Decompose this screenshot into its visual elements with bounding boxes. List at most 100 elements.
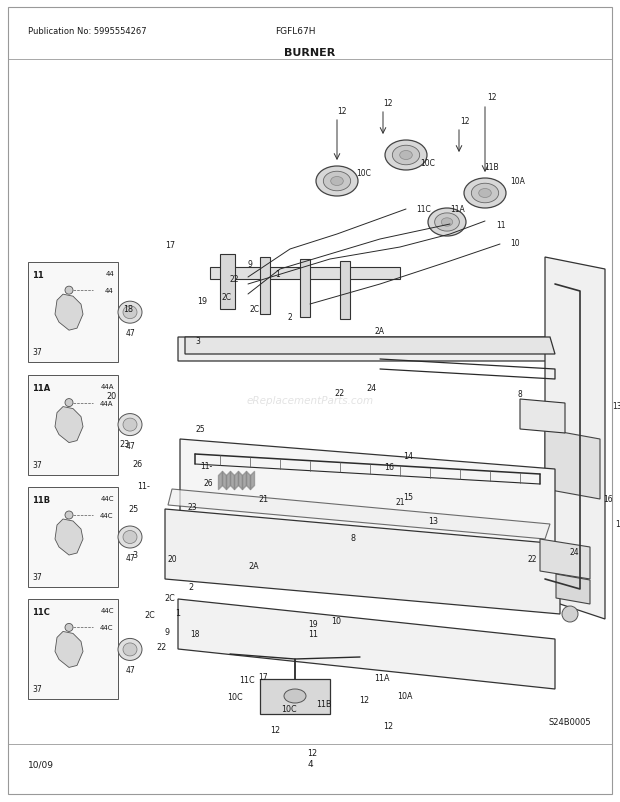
Text: 12: 12 — [460, 117, 469, 127]
Bar — [28, 375, 118, 475]
Polygon shape — [340, 261, 350, 320]
Text: 8: 8 — [518, 390, 523, 399]
Text: 37: 37 — [32, 685, 42, 694]
Ellipse shape — [479, 189, 491, 198]
Ellipse shape — [385, 141, 427, 171]
Text: 10A: 10A — [510, 177, 525, 186]
Polygon shape — [220, 255, 235, 310]
Text: 44C: 44C — [100, 608, 114, 614]
Text: 23: 23 — [188, 503, 198, 512]
Ellipse shape — [400, 152, 412, 160]
Ellipse shape — [123, 306, 137, 319]
Text: 20: 20 — [107, 391, 117, 401]
Text: 21: 21 — [396, 498, 405, 507]
Ellipse shape — [435, 213, 459, 232]
Text: 24: 24 — [570, 548, 580, 557]
Text: 11-: 11- — [200, 462, 212, 471]
Text: S24B0005: S24B0005 — [549, 718, 591, 727]
Text: 25: 25 — [195, 425, 205, 434]
Ellipse shape — [428, 209, 466, 237]
Ellipse shape — [118, 414, 142, 436]
Text: 9: 9 — [165, 627, 170, 637]
Text: 25: 25 — [128, 504, 139, 513]
Text: 44C: 44C — [99, 512, 113, 518]
Text: 44A: 44A — [100, 383, 114, 389]
Polygon shape — [260, 679, 330, 714]
Text: 22: 22 — [334, 388, 345, 398]
Text: 14: 14 — [615, 520, 620, 529]
Polygon shape — [55, 520, 83, 555]
Text: 12: 12 — [337, 107, 347, 116]
Text: 3: 3 — [195, 337, 200, 346]
Text: 37: 37 — [32, 460, 42, 469]
Text: 8: 8 — [351, 533, 356, 543]
Text: 1: 1 — [175, 608, 180, 618]
Ellipse shape — [118, 638, 142, 661]
Text: 2: 2 — [288, 313, 293, 322]
Ellipse shape — [324, 172, 351, 192]
Text: 12: 12 — [383, 99, 392, 107]
Text: 11: 11 — [32, 271, 44, 280]
Text: 44A: 44A — [99, 400, 113, 406]
Polygon shape — [520, 399, 565, 433]
Text: 26: 26 — [133, 459, 143, 468]
Ellipse shape — [392, 146, 420, 165]
Text: 20: 20 — [168, 555, 177, 564]
Polygon shape — [210, 268, 400, 280]
Text: 2C: 2C — [250, 305, 260, 314]
Text: 11C: 11C — [239, 674, 254, 684]
Polygon shape — [168, 489, 550, 539]
Circle shape — [65, 287, 73, 295]
Text: 37: 37 — [32, 348, 42, 357]
Text: 13: 13 — [428, 516, 438, 525]
Text: 47: 47 — [125, 441, 135, 450]
Ellipse shape — [123, 419, 137, 431]
Text: 22: 22 — [156, 642, 167, 651]
Text: 16: 16 — [603, 495, 613, 504]
Bar — [28, 600, 118, 699]
Text: 13: 13 — [612, 402, 620, 411]
Ellipse shape — [118, 302, 142, 324]
Ellipse shape — [123, 643, 137, 656]
Polygon shape — [55, 632, 83, 667]
Ellipse shape — [330, 177, 343, 186]
Polygon shape — [55, 407, 83, 443]
Text: 15: 15 — [404, 492, 414, 501]
Ellipse shape — [464, 179, 506, 209]
Text: BURNER: BURNER — [285, 48, 335, 58]
Text: 37: 37 — [32, 573, 42, 581]
Text: 11: 11 — [308, 629, 318, 638]
Text: 47: 47 — [125, 553, 135, 562]
Text: 10: 10 — [331, 616, 341, 626]
Text: 11A: 11A — [374, 673, 390, 683]
Text: 16: 16 — [384, 462, 394, 472]
Text: 2: 2 — [188, 582, 193, 592]
Circle shape — [562, 606, 578, 622]
Circle shape — [388, 490, 412, 514]
Text: 23: 23 — [119, 439, 129, 449]
Text: 19: 19 — [197, 296, 207, 306]
Text: 11B: 11B — [484, 164, 498, 172]
Text: 19: 19 — [308, 620, 317, 629]
Polygon shape — [185, 338, 555, 354]
Polygon shape — [180, 439, 555, 559]
Circle shape — [380, 482, 420, 522]
Text: 1: 1 — [275, 270, 280, 279]
Ellipse shape — [123, 531, 137, 544]
Text: 12: 12 — [383, 721, 393, 731]
Circle shape — [65, 512, 73, 520]
Text: eReplacementParts.com: eReplacementParts.com — [246, 396, 374, 406]
Text: 3: 3 — [132, 550, 137, 560]
Ellipse shape — [316, 167, 358, 196]
Text: 44C: 44C — [99, 625, 113, 630]
Text: 10/09: 10/09 — [28, 759, 54, 768]
Polygon shape — [178, 599, 555, 689]
Text: 12: 12 — [360, 695, 370, 704]
Polygon shape — [545, 429, 600, 500]
Polygon shape — [260, 257, 270, 314]
Text: 2A: 2A — [375, 327, 385, 336]
Bar — [28, 263, 118, 363]
Text: 2C: 2C — [164, 593, 175, 602]
Text: 17: 17 — [258, 673, 268, 682]
Text: 12: 12 — [487, 92, 497, 101]
